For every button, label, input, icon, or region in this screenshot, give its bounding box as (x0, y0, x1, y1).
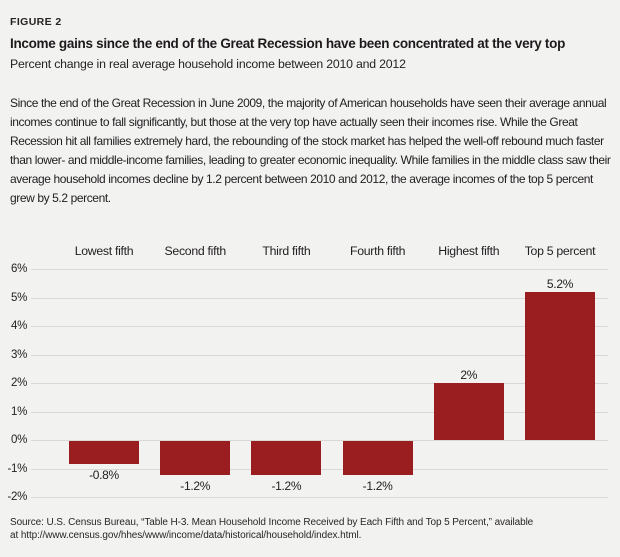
category-label: Second fifth (164, 244, 227, 258)
body-paragraph: Since the end of the Great Recession in … (10, 96, 611, 205)
bar-value-label: 5.2% (546, 276, 574, 291)
bar (342, 441, 413, 476)
bar-value-label: 2% (460, 368, 478, 382)
gridline (31, 440, 608, 441)
y-axis-tick-label: 0% (10, 434, 27, 446)
figure-label: FIGURE 2 (10, 16, 62, 28)
gridline (31, 411, 608, 413)
category-label: Lowest fifth (74, 244, 134, 258)
category-label: Third fifth (262, 244, 311, 258)
category-label: Top 5 percent (524, 244, 596, 258)
category-label: Fourth fifth (350, 244, 406, 258)
gridline (31, 383, 608, 384)
bar-value-label: -1.2% (271, 479, 302, 494)
y-axis-tick-label: 3% (10, 348, 27, 361)
gridline (31, 497, 608, 498)
bar (251, 441, 322, 476)
bar-value-label: -1.2% (362, 479, 393, 494)
bar-value-label: -1.2% (180, 479, 211, 494)
page-title: Income gains since the end of the Great … (10, 36, 566, 51)
y-axis-tick-label: 6% (10, 263, 27, 275)
bar-value-label: -0.8% (89, 467, 119, 482)
y-axis-tick-label: 1% (10, 405, 27, 418)
gridline (31, 354, 608, 356)
gridline (31, 326, 608, 327)
bar (525, 291, 595, 440)
category-label: Highest fifth (438, 244, 500, 258)
y-axis-tick-label: 4% (10, 320, 27, 332)
y-axis-tick-label: -1% (7, 462, 27, 475)
y-axis-tick-label: 2% (10, 377, 27, 389)
bar (160, 441, 231, 476)
bar (69, 441, 139, 464)
y-axis-tick-label: 5% (10, 291, 27, 304)
source-citation: Source: U.S. Census Bureau, “Table H-3. … (10, 517, 534, 541)
y-axis-tick-label: -2% (7, 491, 27, 503)
bar (433, 383, 504, 440)
gridline (31, 297, 608, 299)
chart-subtitle: Percent change in real average household… (10, 57, 406, 71)
gridline (31, 269, 608, 270)
